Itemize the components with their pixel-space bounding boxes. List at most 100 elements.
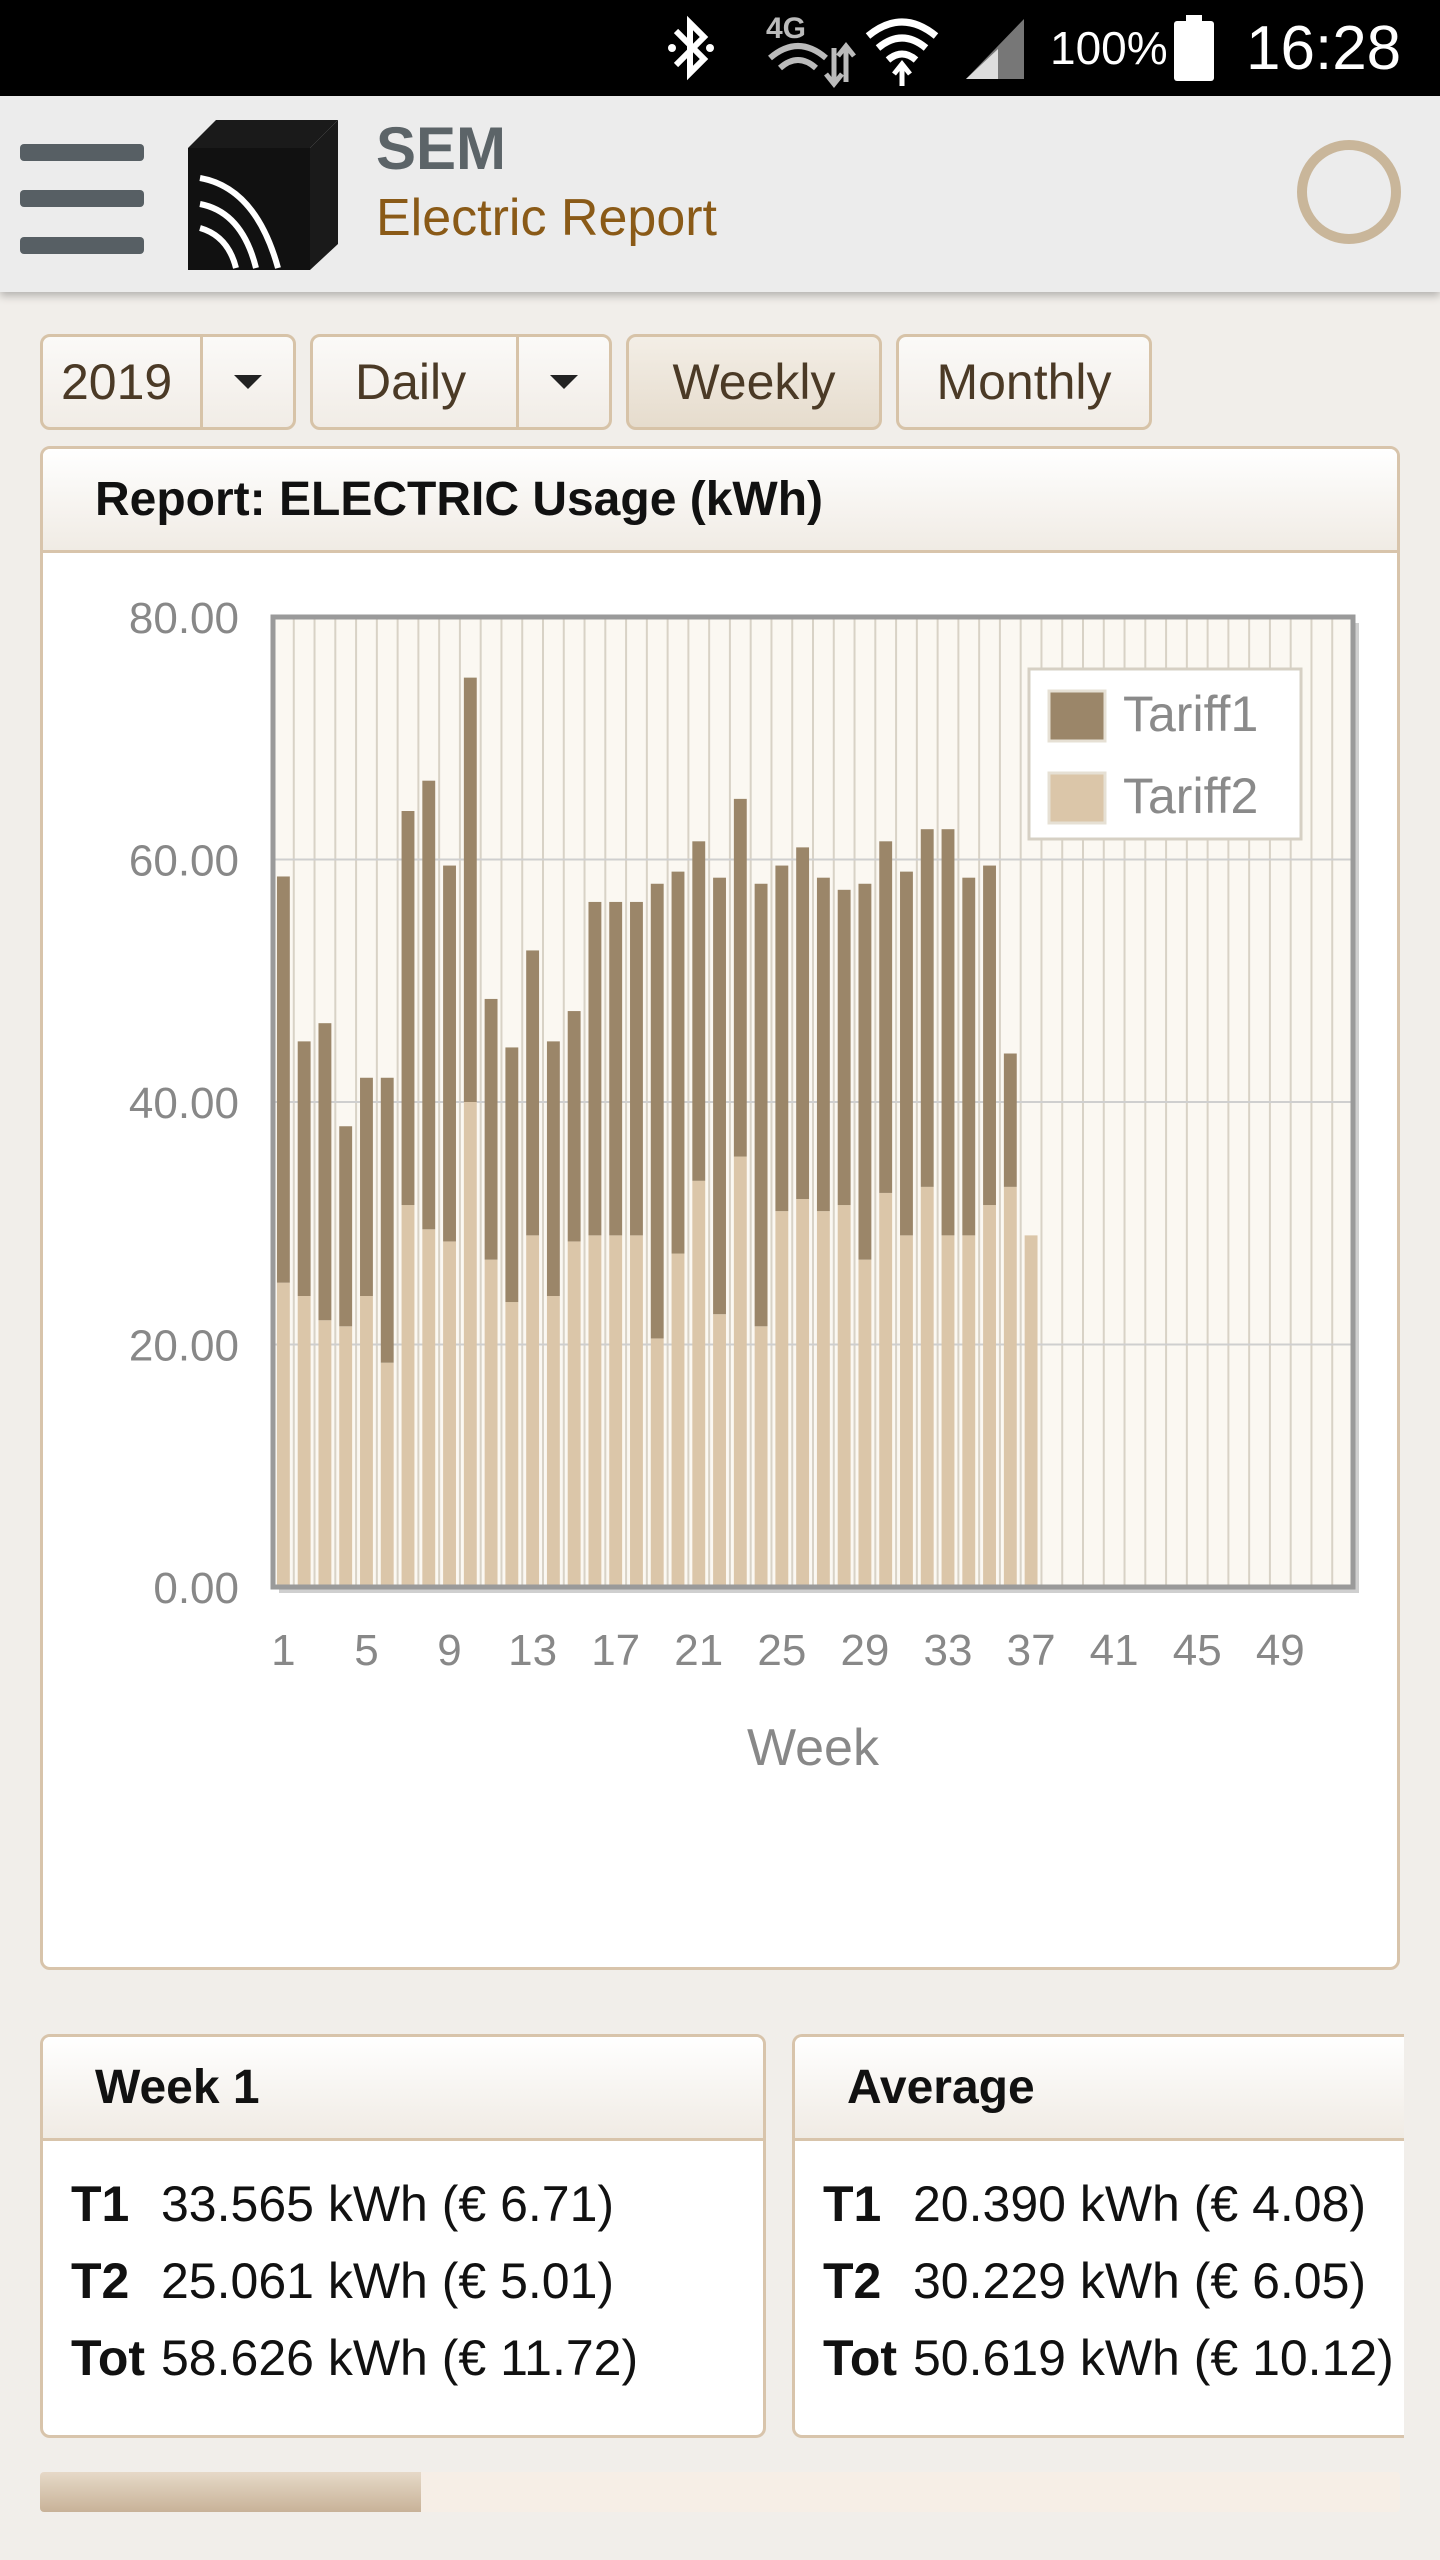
week-row-value: 25.061 kWh (€ 5.01) bbox=[161, 2252, 615, 2309]
bar-tariff2 bbox=[837, 1205, 851, 1587]
average-row-tot: Tot 50.619 kWh (€ 10.12) bbox=[823, 2319, 1404, 2396]
bar-tariff1 bbox=[775, 865, 789, 1212]
app-bar: SEM Electric Report bbox=[0, 96, 1440, 292]
bar-tariff1 bbox=[318, 1023, 332, 1321]
legend-label: Tariff2 bbox=[1123, 768, 1258, 824]
week-row-value: 58.626 kWh (€ 11.72) bbox=[161, 2329, 639, 2386]
bar-tariff1 bbox=[630, 901, 643, 1236]
menu-icon[interactable] bbox=[20, 144, 144, 254]
week-row-key: T1 bbox=[71, 2175, 130, 2232]
chevron-down-icon[interactable] bbox=[516, 337, 609, 427]
bar-tariff1 bbox=[546, 1041, 560, 1296]
bar-tariff1 bbox=[671, 871, 685, 1254]
report-title: Report: ELECTRIC Usage (kWh) bbox=[43, 449, 1397, 553]
bar-tariff2 bbox=[276, 1282, 290, 1587]
y-tick-label: 0.00 bbox=[153, 1564, 239, 1613]
bar-tariff1 bbox=[380, 1077, 394, 1363]
bar-tariff2 bbox=[546, 1296, 560, 1587]
period-select[interactable]: Daily bbox=[310, 334, 612, 430]
status-bar: 4G 100% 16:28 bbox=[0, 0, 1440, 96]
average-row-value: 20.390 kWh (€ 4.08) bbox=[913, 2175, 1367, 2232]
bar-tariff2 bbox=[380, 1362, 394, 1587]
y-tick-label: 60.00 bbox=[129, 837, 239, 886]
chevron-down-icon[interactable] bbox=[200, 337, 293, 427]
bar-tariff1 bbox=[360, 1077, 373, 1296]
week-row-t2: T2 25.061 kWh (€ 5.01) bbox=[71, 2242, 763, 2319]
signal-icon bbox=[962, 0, 1028, 96]
year-select[interactable]: 2019 bbox=[40, 334, 296, 430]
y-tick-label: 40.00 bbox=[129, 1079, 239, 1128]
bar-tariff1 bbox=[837, 889, 851, 1206]
bar-tariff1 bbox=[650, 883, 664, 1339]
bar-tariff2 bbox=[879, 1192, 893, 1587]
bar-tariff2 bbox=[983, 1205, 996, 1587]
refresh-icon[interactable] bbox=[1297, 140, 1401, 244]
wifi-icon bbox=[864, 0, 940, 96]
bar-tariff2 bbox=[692, 1180, 706, 1587]
page-progress-bar[interactable] bbox=[40, 2472, 1400, 2512]
bar-tariff1 bbox=[879, 841, 893, 1193]
bar-tariff2 bbox=[443, 1241, 456, 1587]
bar-tariff1 bbox=[920, 829, 934, 1187]
bar-tariff1 bbox=[692, 841, 706, 1181]
x-tick-label: 9 bbox=[437, 1626, 461, 1675]
monthly-button[interactable]: Monthly bbox=[896, 334, 1152, 430]
bar-tariff2 bbox=[775, 1211, 789, 1587]
network-type-text: 4G bbox=[766, 12, 806, 45]
usage-chart: 0.00 20.00 40.00 60.00 80.00 1 5 9 13 17 21 25 29 33 3… bbox=[129, 594, 1359, 1777]
bar-tariff1 bbox=[484, 998, 498, 1260]
x-axis-title: Week bbox=[747, 1719, 880, 1777]
bar-tariff2 bbox=[401, 1205, 415, 1587]
page-progress-fill bbox=[40, 2472, 421, 2512]
bar-tariff2 bbox=[941, 1235, 955, 1587]
bar-tariff2 bbox=[463, 1102, 477, 1587]
x-tick-label: 5 bbox=[354, 1626, 378, 1675]
clock: 16:28 bbox=[1246, 13, 1402, 83]
bar-tariff1 bbox=[588, 901, 602, 1236]
weekly-button[interactable]: Weekly bbox=[626, 334, 882, 430]
bar-tariff2 bbox=[713, 1314, 726, 1587]
battery-icon bbox=[1172, 0, 1224, 96]
bar-tariff2 bbox=[422, 1229, 436, 1587]
bar-tariff2 bbox=[796, 1199, 810, 1587]
average-panel-title: Average bbox=[795, 2037, 1404, 2141]
x-tick-label: 49 bbox=[1256, 1626, 1305, 1675]
bar-tariff2 bbox=[630, 1235, 643, 1587]
report-panel: Report: ELECTRIC Usage (kWh) 0.00 20.00 40… bbox=[40, 446, 1400, 1970]
x-tick-label: 21 bbox=[674, 1626, 723, 1675]
network-4g-icon: 4G bbox=[762, 0, 856, 96]
bar-tariff1 bbox=[1003, 1053, 1017, 1187]
bar-tariff2 bbox=[505, 1302, 519, 1587]
bar-tariff1 bbox=[297, 1041, 311, 1296]
y-tick-label: 80.00 bbox=[129, 594, 239, 643]
bar-tariff2 bbox=[754, 1326, 768, 1587]
bar-tariff2 bbox=[360, 1296, 373, 1587]
bar-tariff2 bbox=[318, 1320, 332, 1587]
bar-tariff1 bbox=[401, 811, 415, 1206]
bar-tariff2 bbox=[858, 1259, 872, 1587]
bar-tariff2 bbox=[816, 1211, 830, 1587]
week-panel-title: Week 1 bbox=[43, 2037, 763, 2141]
legend-label: Tariff1 bbox=[1123, 686, 1258, 742]
plot-frame bbox=[270, 614, 1356, 1590]
x-tick-label: 29 bbox=[840, 1626, 889, 1675]
bar-tariff2 bbox=[567, 1241, 581, 1587]
period-select-value: Daily bbox=[355, 354, 467, 410]
bar-tariff1 bbox=[816, 877, 830, 1212]
bar-tariff2 bbox=[588, 1235, 602, 1587]
average-row-key: T2 bbox=[823, 2252, 882, 2309]
app-subtitle: Electric Report bbox=[376, 189, 717, 247]
bar-tariff1 bbox=[567, 1011, 581, 1242]
bar-tariff1 bbox=[796, 847, 810, 1199]
average-panel: Average T1 20.390 kWh (€ 4.08) T2 30.229… bbox=[792, 2034, 1404, 2438]
average-row-key: T1 bbox=[823, 2175, 882, 2232]
average-row-value: 50.619 kWh (€ 10.12) bbox=[913, 2329, 1394, 2386]
x-tick-label: 45 bbox=[1173, 1626, 1222, 1675]
bar-tariff2 bbox=[1003, 1186, 1017, 1587]
bar-tariff2 bbox=[962, 1235, 976, 1587]
bar-tariff1 bbox=[609, 901, 623, 1236]
app-title: SEM bbox=[376, 115, 507, 182]
bar-tariff1 bbox=[900, 871, 913, 1236]
bar-tariff2 bbox=[900, 1235, 913, 1587]
week-row-tot: Tot 58.626 kWh (€ 11.72) bbox=[71, 2319, 763, 2396]
